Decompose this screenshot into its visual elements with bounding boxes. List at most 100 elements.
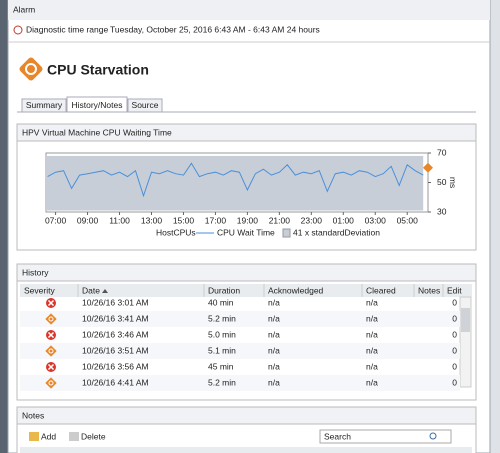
x-tick-label: 03:00 — [365, 215, 387, 225]
x-tick-label: 05:00 — [397, 215, 419, 225]
search-placeholder[interactable]: Search — [324, 431, 351, 441]
tab[interactable] — [66, 96, 128, 113]
column-header[interactable]: Acknowledged — [268, 285, 324, 295]
x-tick-label: 07:00 — [45, 215, 67, 225]
cell: 5.2 min — [208, 313, 236, 323]
cell: 0 — [452, 345, 457, 355]
history-table: Severity Date Duration Acknowledged Cleared N… — [20, 284, 462, 391]
chart-title: HPV Virtual Machine CPU Waiting Time — [22, 127, 172, 137]
cell: n/a — [366, 313, 378, 323]
cell: n/a — [366, 361, 378, 371]
cell: n/a — [366, 377, 378, 387]
alarm-marker — [423, 162, 433, 173]
tab-label[interactable]: Summary — [26, 100, 63, 110]
column-header[interactable]: Edit — [447, 285, 462, 295]
add-button[interactable]: Add — [41, 431, 56, 441]
column-header[interactable]: Date — [82, 285, 100, 295]
time-range-value: Tuesday, October 25, 2016 6:43 AM - 6:43… — [110, 24, 320, 34]
cell: n/a — [366, 345, 378, 355]
severity-glyph — [47, 331, 55, 339]
cell: n/a — [268, 313, 280, 323]
cell: 0 — [452, 377, 457, 387]
severity-warning — [45, 377, 57, 389]
x-tick-label: 19:00 — [237, 215, 259, 225]
legend-label: 41 x standardDeviation — [293, 227, 380, 237]
severity-glyph — [47, 363, 55, 371]
row-bg — [20, 311, 460, 327]
notes-table-header — [20, 447, 472, 453]
severity-warning — [45, 313, 57, 325]
header-icon — [19, 57, 43, 81]
scrollbar[interactable] — [459, 296, 472, 388]
tabs: Summary History/Notes Source — [21, 96, 163, 113]
x-tick-label: 01:00 — [333, 215, 355, 225]
x-tick-label: 09:00 — [77, 215, 99, 225]
title-bar — [8, 0, 490, 20]
legend-title: HostCPUs — [156, 227, 196, 237]
time-range-label: Diagnostic time range — [26, 24, 108, 34]
cell: n/a — [268, 361, 280, 371]
cell: n/a — [366, 329, 378, 339]
line-series — [47, 162, 424, 198]
y2-axis-label: ms — [448, 177, 458, 188]
legend-label: CPU Wait Time — [217, 227, 275, 237]
cell: n/a — [366, 297, 378, 307]
cell: 0 — [452, 313, 457, 323]
tab-label[interactable]: Source — [132, 100, 159, 110]
legend-swatch — [282, 228, 291, 238]
notes-panel-header — [16, 406, 477, 425]
cell: 5.0 min — [208, 329, 236, 339]
sort-arrow — [102, 289, 108, 293]
search-icon[interactable] — [429, 432, 437, 440]
tab[interactable] — [21, 98, 67, 113]
std-band — [46, 155, 424, 211]
severity-warning — [45, 345, 57, 357]
cell: 10/26/16 3:01 AM — [82, 297, 149, 307]
cell: 0 — [452, 297, 457, 307]
x-tick-label: 11:00 — [109, 215, 130, 225]
cell: n/a — [268, 329, 280, 339]
x-tick-label: 21:00 — [269, 215, 291, 225]
x-tick-label: 15:00 — [173, 215, 195, 225]
app-behind — [0, 0, 8, 453]
column-header[interactable]: Notes — [418, 285, 440, 295]
header-icon-glyph — [25, 63, 37, 75]
severity-glyph — [47, 299, 55, 307]
column-header[interactable]: Duration — [208, 285, 240, 295]
table-header — [20, 284, 472, 297]
cell: 10/26/16 3:56 AM — [82, 361, 149, 371]
x-tick-label: 13:00 — [141, 215, 163, 225]
x-tick-label: 17:00 — [205, 215, 227, 225]
notes-title: Notes — [22, 410, 44, 420]
history-panel-header — [16, 263, 477, 282]
cell: 5.2 min — [208, 377, 236, 387]
y2-tick-label: 70 — [437, 147, 447, 157]
tab[interactable] — [127, 98, 163, 113]
cell: 10/26/16 3:46 AM — [82, 329, 149, 339]
cell: 45 min — [208, 361, 234, 371]
column-header[interactable]: Severity — [24, 285, 55, 295]
cell: n/a — [268, 377, 280, 387]
history-title: History — [22, 267, 49, 277]
cell: 0 — [452, 329, 457, 339]
add-icon[interactable] — [29, 432, 39, 441]
cell: 40 min — [208, 297, 234, 307]
search-box[interactable] — [319, 429, 452, 444]
cell: 10/26/16 4:41 AM — [82, 377, 149, 387]
chart-panel-header — [16, 123, 477, 142]
header-title: CPU Starvation — [47, 62, 149, 78]
severity-glyph — [48, 316, 54, 322]
column-header[interactable]: Cleared — [366, 285, 396, 295]
y2-tick-label: 50 — [437, 177, 447, 187]
tab-label[interactable]: History/Notes — [71, 100, 122, 110]
row-bg — [20, 375, 460, 391]
cell: 10/26/16 3:41 AM — [82, 313, 149, 323]
scroll-thumb[interactable] — [461, 308, 470, 332]
severity-glyph — [48, 348, 54, 354]
chart: HPV Virtual Machine CPU Waiting Time 07:0… — [22, 127, 458, 238]
delete-button[interactable]: Delete — [81, 431, 106, 441]
delete-icon — [69, 432, 79, 441]
window-title: Alarm — [13, 4, 35, 14]
severity-glyph — [48, 380, 54, 386]
cell: n/a — [268, 297, 280, 307]
